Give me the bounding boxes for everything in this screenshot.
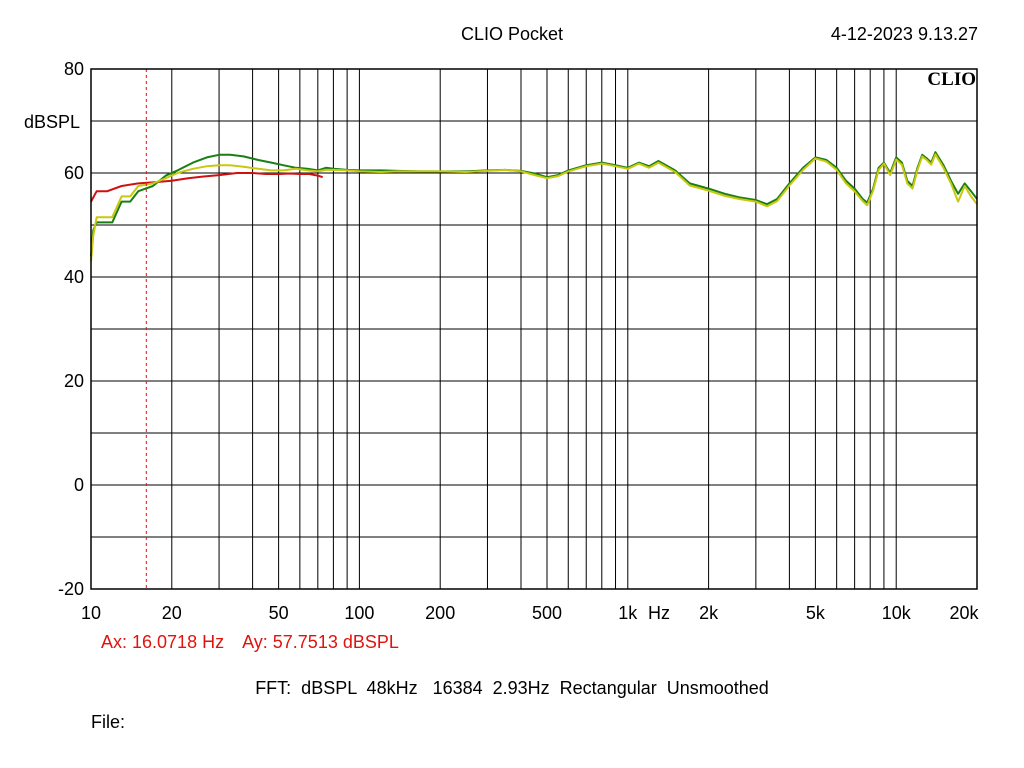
- x-tick-label: 50: [269, 603, 289, 623]
- y-tick-label: 80: [64, 59, 84, 79]
- y-tick-label: 60: [64, 163, 84, 183]
- file-label: File:: [91, 712, 126, 732]
- series-layer: [90, 151, 978, 262]
- x-unit-label: Hz: [648, 603, 670, 623]
- x-tick-label: 10k: [882, 603, 912, 623]
- x-tick-label: 5k: [806, 603, 826, 623]
- y-tick-label: 40: [64, 267, 84, 287]
- cursor-x-readout: Ax: 16.0718 Hz: [101, 632, 225, 652]
- x-tick-label: 20k: [949, 603, 979, 623]
- x-tick-label: 20: [162, 603, 182, 623]
- series-line-3: [90, 153, 978, 262]
- x-tick-label: 100: [344, 603, 374, 623]
- chart-grid: [91, 69, 977, 589]
- series-line-1: [90, 172, 324, 203]
- plot-frame: [90, 68, 978, 590]
- y-tick-label: -20: [58, 579, 84, 599]
- x-tick-label: 500: [532, 603, 562, 623]
- x-tick-label: 200: [425, 603, 455, 623]
- y-tick-labels: 80 60 40 20 0 -20: [58, 59, 84, 599]
- measurement-timestamp: 4-12-2023 9.13.27: [830, 24, 978, 44]
- app-title: CLIO Pocket: [460, 24, 564, 44]
- clio-logo: CLIO: [927, 69, 976, 90]
- y-tick-label: 20: [64, 371, 84, 391]
- x-tick-label: 1k: [618, 603, 638, 623]
- x-tick-labels: 10 20 50 100 200 500 1k 2k 5k 10k 20k: [81, 603, 980, 623]
- y-axis-label: dBSPL: [24, 112, 81, 132]
- y-tick-label: 0: [74, 475, 84, 495]
- x-tick-label: 2k: [699, 603, 719, 623]
- fft-settings-info: FFT: dBSPL 48kHz 16384 2.93Hz Rectangula…: [255, 678, 769, 698]
- cursor-readout: Ax: 16.0718 Hz Ay: 57.7513 dBSPL: [101, 632, 413, 653]
- cursor-y-readout: Ay: 57.7513 dBSPL: [242, 632, 399, 652]
- series-line-2: [90, 151, 978, 257]
- x-tick-label: 10: [81, 603, 101, 623]
